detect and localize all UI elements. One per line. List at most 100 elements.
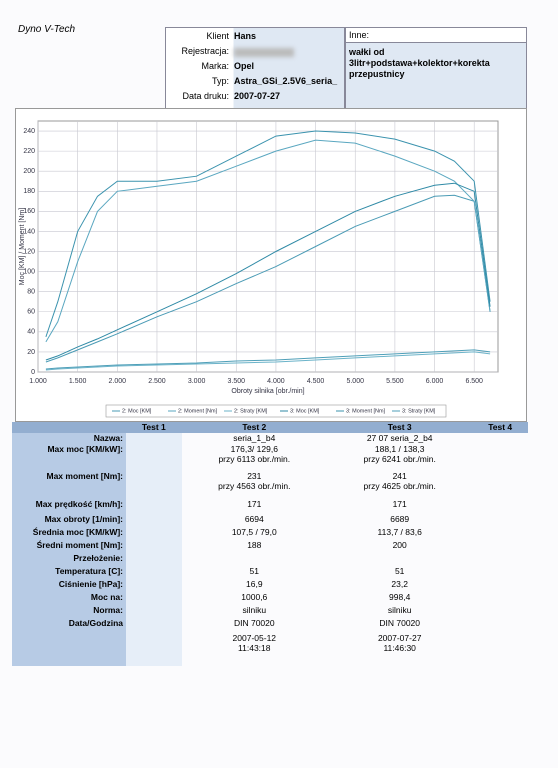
table-row: Max moc [KM/kW]: 176,3/ 129,6 przy 6113 ob… <box>12 444 528 471</box>
cell <box>472 579 528 592</box>
info-value: Opel <box>234 61 255 71</box>
cell <box>472 444 528 471</box>
x-tick-label: 5.000 <box>346 378 364 385</box>
x-axis-label: Obroty silnika [obr./min] <box>231 388 304 395</box>
x-tick-label: 3.000 <box>188 378 206 385</box>
table-row: Nazwa: seria_1_b4 27 07 seria_2_b4 <box>12 433 528 444</box>
row-label: Nazwa: <box>12 433 126 444</box>
cell <box>126 444 182 471</box>
cell: 23,2 <box>327 579 472 592</box>
y-tick-label: 0 <box>31 369 35 376</box>
legend-label: 2: Moc [KM] <box>122 408 152 414</box>
cell: 171 <box>327 499 472 514</box>
x-tick-label: 1.500 <box>69 378 87 385</box>
cell <box>126 553 182 566</box>
cell <box>126 527 182 540</box>
x-tick-label: 2.500 <box>148 378 166 385</box>
cell <box>472 566 528 579</box>
cell-text: 200 <box>392 540 407 550</box>
cell-text: 6694 <box>244 514 264 524</box>
cell-text: 188,1 / 138,3 <box>374 444 425 454</box>
series-line <box>45 130 491 338</box>
row-label: Moc na: <box>12 592 126 605</box>
notes-text: wałki od 3litr+podstawa+kolektor+korekta… <box>349 47 490 79</box>
cell <box>126 566 182 579</box>
cell-text: 51 <box>249 566 260 576</box>
column-header: Test 3 <box>326 422 473 433</box>
cell-text: 231 <box>247 471 262 481</box>
chart: 0 20 40 60 80 100 120 140 160 180 200 220 240 1.000 1.… <box>15 108 527 422</box>
notes-title: Inne: <box>346 28 526 43</box>
cell <box>126 618 182 633</box>
cell-text: 27 07 seria_2_b4 <box>366 433 433 443</box>
y-tick-label: 40 <box>27 329 35 336</box>
y-tick-label: 140 <box>23 228 35 235</box>
results-table: Test 1 Test 2 Test 3 Test 4 Nazwa: seria_1_b4… <box>12 422 528 666</box>
cell: 6694 <box>182 514 327 527</box>
series-line <box>45 351 491 371</box>
row-label: Norma: <box>12 605 126 618</box>
y-tick-label: 200 <box>23 168 35 175</box>
cell-text: przy 6241 obr./min. <box>363 454 436 464</box>
cell-text: 188 <box>247 540 262 550</box>
row-label: Średnia moc [KM/kW]: <box>12 527 126 540</box>
series-line <box>45 139 491 343</box>
info-row: Data druku: 2007-07-27 <box>166 91 344 105</box>
cell <box>126 592 182 605</box>
cell-text: 11:46:30 <box>383 643 416 653</box>
row-label: Ciśnienie [hPa]: <box>12 579 126 592</box>
table-row: Norma: silniku silniku <box>12 605 528 618</box>
y-tick-label: 60 <box>27 309 35 316</box>
x-tick-label: 6.000 <box>426 378 444 385</box>
series-line <box>45 194 491 363</box>
x-tick-label: 4.500 <box>307 378 325 385</box>
info-label: Rejestracja: <box>181 46 229 56</box>
column-header: Test 4 <box>472 422 528 433</box>
info-value: Hans <box>234 31 257 41</box>
cell-text: 107,5 / 79,0 <box>231 527 277 537</box>
plot-area <box>37 120 499 373</box>
legend-label: 2: Straty [KM] <box>234 408 268 414</box>
table-row: Średnia moc [KM/kW]: 107,5 / 79,0 113,7 / … <box>12 527 528 540</box>
info-value: Astra_GSi_2.5V6_seria_ <box>234 76 338 86</box>
cell <box>126 633 182 666</box>
info-label: Typ: <box>211 76 229 86</box>
cell-text: 998,4 <box>389 592 411 602</box>
cell: 16,9 <box>182 579 327 592</box>
cell-text: 51 <box>394 566 405 576</box>
info-label: Marka: <box>201 61 229 71</box>
cell <box>126 471 182 499</box>
cell <box>182 553 327 566</box>
table-row: Max moment [Nm]: 231 przy 4563 obr./min. 24… <box>12 471 528 499</box>
series-line <box>45 349 491 370</box>
cell: 51 <box>327 566 472 579</box>
row-label: Max prędkość [km/h]: <box>12 499 126 514</box>
cell-text: 176,3/ 129,6 <box>230 444 278 454</box>
cell: 6689 <box>327 514 472 527</box>
legend-label: 3: Moc [KM] <box>290 408 320 414</box>
cell <box>472 592 528 605</box>
cell: 51 <box>182 566 327 579</box>
info-row: Marka: Opel <box>166 61 344 75</box>
cell: seria_1_b4 <box>182 433 327 444</box>
cell-text: silniku <box>387 605 412 615</box>
cell: 107,5 / 79,0 <box>182 527 327 540</box>
legend-label: 3: Straty [KM] <box>402 408 436 414</box>
info-row: Klient Hans <box>166 31 344 45</box>
cell: 171 <box>182 499 327 514</box>
x-tick-label: 3.500 <box>228 378 246 385</box>
cell <box>472 605 528 618</box>
x-tick-label: 6.500 <box>465 378 483 385</box>
cell: 2007-07-27 11:46:30 <box>327 633 472 666</box>
header-cell <box>12 422 126 433</box>
y-tick-label: 220 <box>23 148 35 155</box>
cell-text: seria_1_b4 <box>233 433 276 443</box>
cell: 188,1 / 138,3 przy 6241 obr./min. <box>327 444 472 471</box>
cell: 113,7 / 83,6 <box>327 527 472 540</box>
x-tick-label: 5.500 <box>386 378 404 385</box>
cell-text: przy 4625 obr./min. <box>363 481 436 491</box>
cell: DIN 70020 <box>327 618 472 633</box>
cell <box>327 553 472 566</box>
row-label: Data/Godzina <box>12 618 126 633</box>
y-tick-label: 20 <box>27 349 35 356</box>
